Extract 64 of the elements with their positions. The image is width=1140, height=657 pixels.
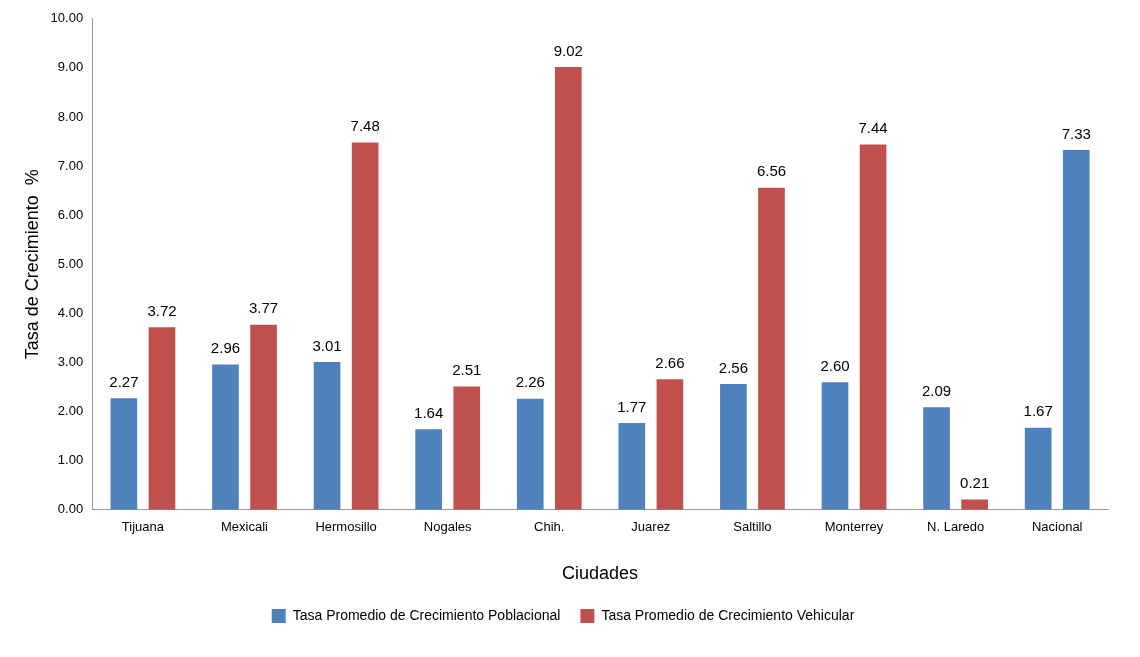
y-tick-label: 2.00 [57, 403, 84, 419]
y-tick-label: 10.00 [50, 10, 84, 26]
data-label: 7.48 [350, 117, 380, 135]
bar [212, 364, 239, 510]
data-label: 3.77 [248, 299, 279, 317]
y-tick-label: 4.00 [57, 304, 84, 320]
legend-label: Tasa Promedio de Crecimiento Vehicular [601, 606, 855, 623]
x-axis-title: Ciudades [562, 563, 639, 584]
data-label: 1.77 [617, 397, 647, 415]
bar [554, 66, 582, 510]
y-tick-label: 3.00 [57, 354, 84, 370]
x-tick-label: Monterrey [824, 519, 884, 535]
data-label: 3.72 [147, 301, 177, 319]
data-label: 7.33 [1061, 124, 1091, 142]
data-label: 7.44 [858, 119, 888, 137]
data-label: 9.02 [553, 41, 583, 59]
data-label: 2.56 [718, 358, 748, 376]
y-tick-label: 6.00 [57, 206, 84, 222]
x-tick-label: Mexicali [221, 519, 269, 535]
data-label: 1.64 [414, 403, 444, 421]
bar [618, 422, 646, 510]
bar [453, 386, 481, 510]
y-tick-label: 7.00 [57, 157, 84, 173]
x-tick-label: Saltillo [733, 519, 772, 535]
y-tick-label: 1.00 [57, 452, 84, 468]
x-tick-label: Juarez [631, 519, 671, 535]
legend-label: Tasa Promedio de Crecimiento Poblacional [292, 606, 561, 623]
bar [758, 187, 785, 510]
x-tick-label: Tijuana [121, 519, 165, 535]
data-label: 0.21 [960, 474, 990, 492]
data-label: 2.09 [921, 381, 952, 399]
bar [1024, 427, 1052, 510]
data-label: 2.60 [820, 356, 850, 374]
bar [250, 324, 277, 510]
x-tick-label: Hermosillo [315, 519, 377, 535]
bar [351, 142, 379, 510]
y-tick-label: 0.00 [57, 501, 84, 517]
bar [148, 327, 176, 510]
y-tick-label: 5.00 [57, 255, 84, 271]
data-label: 3.01 [312, 336, 342, 354]
bar [415, 429, 442, 510]
data-label: 2.51 [452, 361, 482, 379]
x-tick-label: Chih. [534, 519, 565, 535]
bar [961, 499, 988, 510]
y-axis-title: Tasa de Crecimiento % [21, 169, 42, 360]
data-label: 2.96 [210, 339, 241, 357]
y-tick-label: 9.00 [57, 59, 84, 75]
data-label: 6.56 [756, 162, 787, 180]
data-label: 2.26 [515, 373, 545, 391]
bar [859, 144, 887, 510]
bar [720, 384, 747, 510]
bar [923, 407, 950, 510]
y-tick-label: 8.00 [57, 108, 84, 124]
x-tick-label: N. Laredo [927, 519, 985, 535]
data-label: 1.67 [1023, 402, 1053, 420]
x-tick-label: Nogales [423, 519, 473, 535]
bar [110, 398, 138, 510]
bar [821, 382, 849, 510]
bar [516, 398, 544, 510]
bar [313, 362, 341, 510]
x-tick-label: Nacional [1031, 519, 1083, 535]
bar [656, 379, 684, 510]
data-label: 2.27 [109, 372, 139, 390]
data-label: 2.66 [655, 353, 685, 371]
